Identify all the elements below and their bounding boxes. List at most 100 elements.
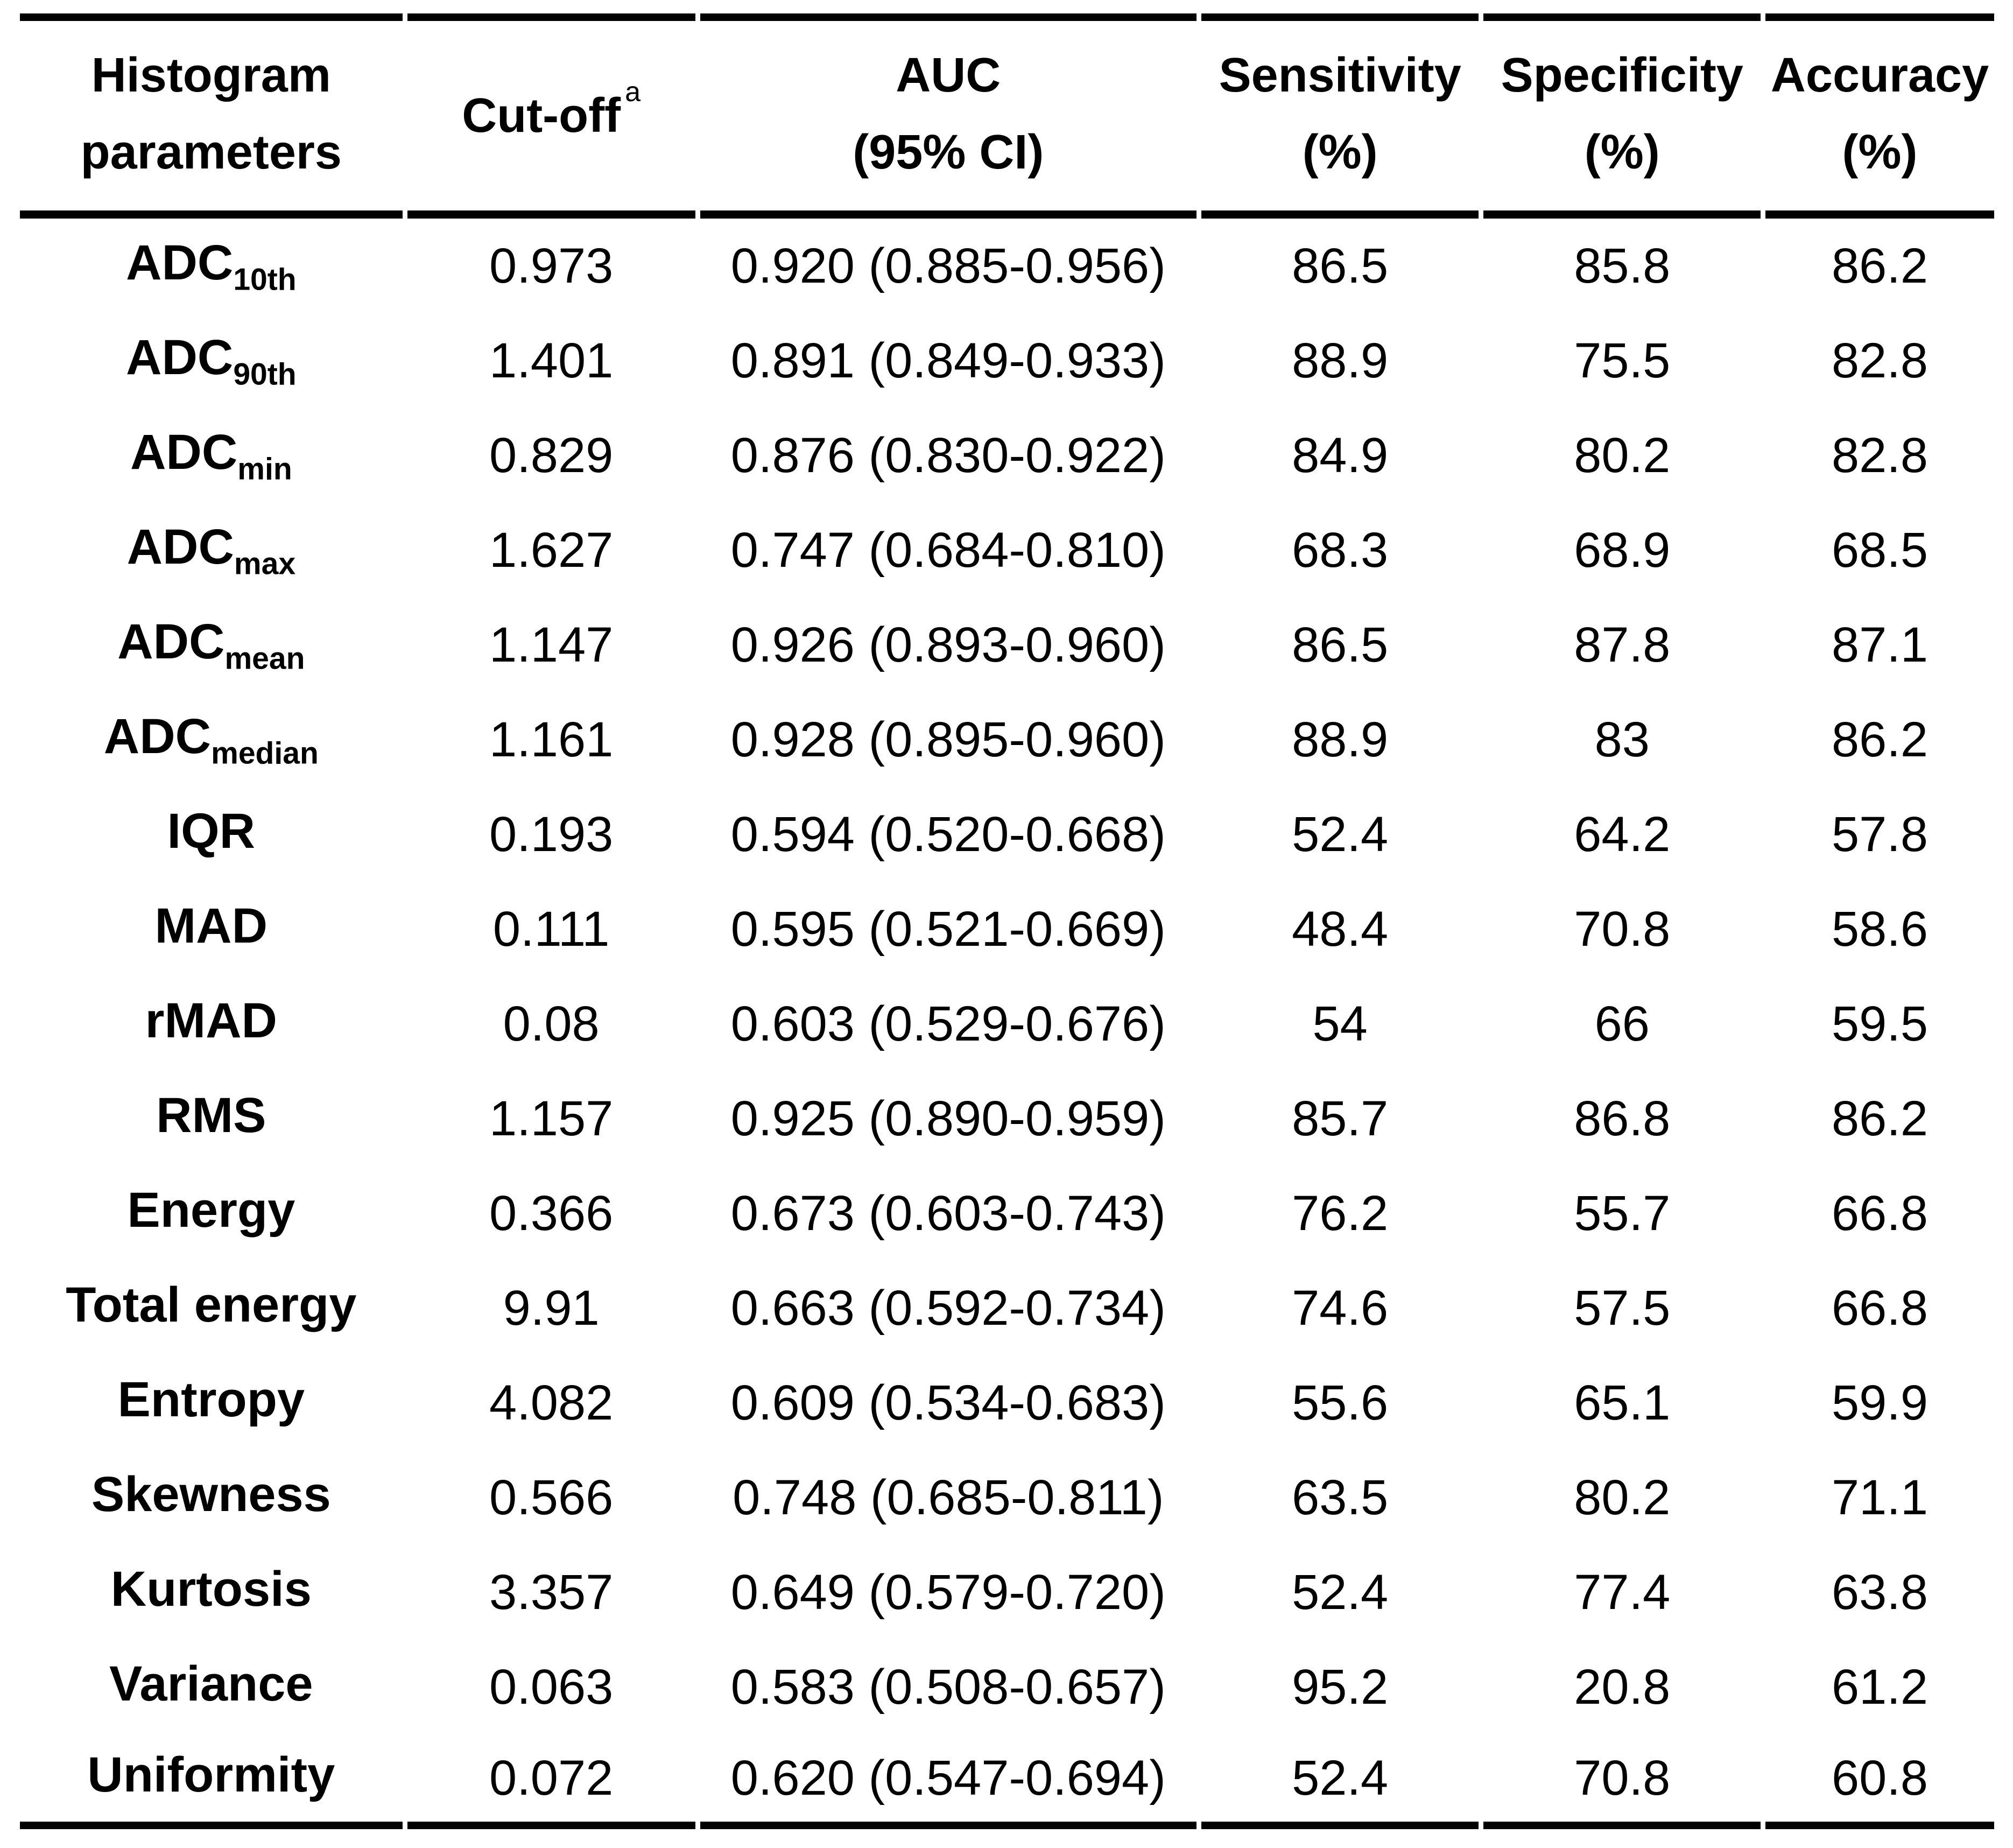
- col-header-cutoff: Cut-off a: [407, 13, 695, 219]
- auc-cell: 0.620 (0.547-0.694): [700, 1734, 1196, 1829]
- param-cell: ADC90th: [20, 313, 403, 408]
- param-cell: ADCmedian: [20, 692, 403, 787]
- param-subscript: min: [237, 452, 292, 487]
- header-line: Accuracy: [1770, 48, 1989, 102]
- auc-cell: 0.649 (0.579-0.720): [730, 1564, 1166, 1620]
- auc-cell: 0.673 (0.603-0.743): [730, 1185, 1166, 1241]
- col-header-accuracy: Accuracy (%): [1765, 13, 1994, 219]
- param-label: Uniformity: [87, 1747, 335, 1802]
- sensitivity-cell: 88.9: [1292, 712, 1389, 767]
- param-label: ADC: [103, 708, 212, 764]
- param-label: Total energy: [66, 1277, 357, 1332]
- specificity-cell: 57.5: [1574, 1280, 1671, 1336]
- cutoff-label: Cut-off: [462, 88, 621, 143]
- col-header-histogram-parameters: Histogram parameters: [20, 13, 403, 219]
- param-cell: Skewness: [20, 1450, 403, 1545]
- param-label: Skewness: [91, 1466, 331, 1522]
- table-row: Energy 0.366 0.673 (0.603-0.743) 76.2 55…: [20, 1166, 1994, 1261]
- accuracy-cell: 86.2: [1832, 712, 1928, 767]
- sensitivity-cell: 88.9: [1292, 333, 1389, 388]
- accuracy-cell: 58.6: [1832, 901, 1928, 957]
- specificity-cell: 55.7: [1574, 1185, 1671, 1241]
- sensitivity-cell: 54: [1312, 996, 1368, 1051]
- param-subscript: mean: [224, 641, 305, 676]
- cutoff-cell: 0.566: [489, 1470, 614, 1525]
- header-line: Histogram: [91, 48, 331, 102]
- auc-cell: 0.891 (0.849-0.933): [730, 333, 1166, 388]
- cutoff-cell: 1.627: [489, 522, 614, 578]
- header-line: AUC: [896, 48, 1001, 102]
- cutoff-cell: 0.111: [492, 901, 610, 957]
- cutoff-cell: 0.063: [489, 1659, 614, 1715]
- param-cell: IQR: [20, 787, 403, 882]
- header-line: Cut-off a: [462, 76, 640, 144]
- sensitivity-cell: 74.6: [1292, 1280, 1389, 1336]
- table-row: ADCmax 1.627 0.747 (0.684-0.810) 68.3 68…: [20, 503, 1994, 598]
- table-row: MAD 0.111 0.595 (0.521-0.669) 48.4 70.8 …: [20, 882, 1994, 976]
- table-row: RMS 1.157 0.925 (0.890-0.959) 85.7 86.8 …: [20, 1071, 1994, 1166]
- param-cell: rMAD: [20, 976, 403, 1071]
- histogram-parameters-table: Histogram parameters Cut-off a AUC (95% C…: [15, 13, 1999, 1829]
- cutoff-cell: 1.147: [489, 617, 614, 672]
- param-subscript: max: [234, 546, 296, 581]
- param-label: ADC: [126, 235, 234, 290]
- param-cell: ADCmean: [20, 598, 403, 692]
- param-label: Kurtosis: [110, 1561, 312, 1617]
- specificity-cell: 77.4: [1574, 1564, 1671, 1620]
- sensitivity-cell: 84.9: [1292, 427, 1389, 483]
- col-header-sensitivity: Sensitivity (%): [1201, 13, 1479, 219]
- table-row: Variance 0.063 0.583 (0.508-0.657) 95.2 …: [20, 1640, 1994, 1734]
- table-row: ADCmedian 1.161 0.928 (0.895-0.960) 88.9…: [20, 692, 1994, 787]
- table-row: ADCmean 1.147 0.926 (0.893-0.960) 86.5 8…: [20, 598, 1994, 692]
- table-row: Uniformity 0.072 0.620 (0.547-0.694) 52.…: [20, 1734, 1994, 1829]
- header-line: Specificity: [1501, 48, 1743, 102]
- specificity-cell: 65.1: [1574, 1375, 1671, 1430]
- header-line: (%): [1842, 125, 1918, 179]
- auc-cell: 0.920 (0.885-0.956): [730, 238, 1166, 293]
- specificity-cell: 68.9: [1574, 522, 1671, 578]
- accuracy-cell: 86.2: [1832, 1091, 1928, 1146]
- accuracy-cell: 82.8: [1832, 427, 1928, 483]
- table-body: ADC10th 0.973 0.920 (0.885-0.956) 86.5 8…: [20, 219, 1994, 1829]
- param-cell: Kurtosis: [20, 1545, 403, 1640]
- cutoff-cell: 0.08: [503, 996, 600, 1051]
- sensitivity-cell: 86.5: [1292, 238, 1389, 293]
- table-row: IQR 0.193 0.594 (0.520-0.668) 52.4 64.2 …: [20, 787, 1994, 882]
- accuracy-cell: 71.1: [1832, 1470, 1928, 1525]
- specificity-cell: 70.8: [1574, 901, 1671, 957]
- sensitivity-cell: 76.2: [1292, 1185, 1389, 1241]
- table-row: Total energy 9.91 0.663 (0.592-0.734) 74…: [20, 1261, 1994, 1355]
- param-cell: Variance: [20, 1640, 403, 1734]
- cutoff-cell: 1.401: [489, 333, 614, 388]
- param-label: ADC: [126, 329, 234, 385]
- auc-cell: 0.876 (0.830-0.922): [730, 427, 1166, 483]
- header-line: (95% CI): [853, 125, 1044, 179]
- accuracy-cell: 61.2: [1832, 1659, 1928, 1715]
- param-cell: Total energy: [20, 1261, 403, 1355]
- col-header-specificity: Specificity (%): [1483, 13, 1761, 219]
- param-label: Energy: [127, 1182, 295, 1238]
- auc-cell: 0.747 (0.684-0.810): [730, 522, 1166, 578]
- auc-cell: 0.603 (0.529-0.676): [730, 996, 1166, 1051]
- param-cell: ADC10th: [20, 219, 403, 313]
- table-row: rMAD 0.08 0.603 (0.529-0.676) 54 66 59.5: [20, 976, 1994, 1071]
- table-row: Skewness 0.566 0.748 (0.685-0.811) 63.5 …: [20, 1450, 1994, 1545]
- cutoff-cell: 0.366: [489, 1185, 614, 1241]
- auc-cell: 0.583 (0.508-0.657): [730, 1659, 1166, 1715]
- auc-cell: 0.609 (0.534-0.683): [730, 1375, 1166, 1430]
- param-label: IQR: [167, 803, 256, 859]
- sensitivity-cell: 63.5: [1292, 1470, 1389, 1525]
- accuracy-cell: 66.8: [1832, 1185, 1928, 1241]
- sensitivity-cell: 52.4: [1292, 1564, 1389, 1620]
- table-row: ADCmin 0.829 0.876 (0.830-0.922) 84.9 80…: [20, 408, 1994, 503]
- param-cell: Entropy: [20, 1355, 403, 1450]
- cutoff-cell: 0.829: [489, 427, 614, 483]
- param-label: RMS: [156, 1087, 266, 1143]
- header-row: Histogram parameters Cut-off a AUC (95% C…: [20, 13, 1994, 219]
- param-cell: ADCmax: [20, 503, 403, 598]
- sensitivity-cell: 55.6: [1292, 1375, 1389, 1430]
- cutoff-cell: 9.91: [503, 1280, 600, 1336]
- table-row: ADC90th 1.401 0.891 (0.849-0.933) 88.9 7…: [20, 313, 1994, 408]
- accuracy-cell: 59.9: [1832, 1375, 1928, 1430]
- param-label: Entropy: [117, 1372, 305, 1427]
